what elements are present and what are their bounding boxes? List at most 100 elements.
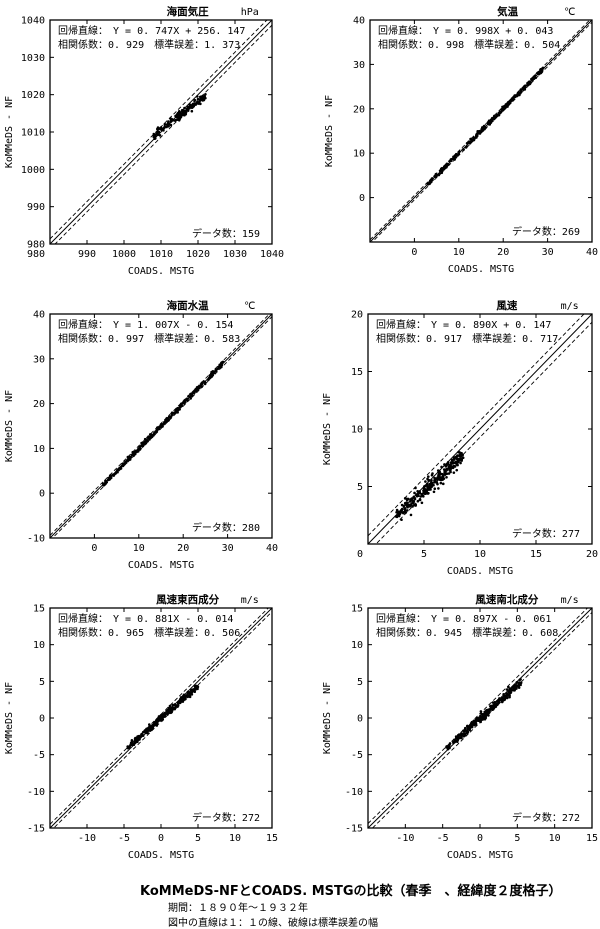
data-point (419, 495, 423, 498)
data-point (457, 152, 460, 155)
chart-panel-6: -10 -5 0 5 10 15 -15 -10 -5 0 5 10 15 風速南北成分 m/s COADS.… (322, 593, 598, 861)
data-point (439, 481, 443, 485)
x-tick-label: 20 (177, 543, 189, 554)
regression-equation: 回帰直線： Y = 0. 890X + 0. 147 (376, 318, 551, 331)
data-point (452, 464, 456, 468)
data-point (136, 735, 139, 739)
data-point (445, 475, 448, 479)
data-point (206, 378, 210, 381)
x-tick-label: 10 (474, 549, 486, 560)
data-point (189, 392, 192, 396)
data-point (186, 695, 190, 699)
y-axis-label: KoMMeDS - NF (322, 393, 333, 465)
y-axis-label: KoMMeDS - NF (4, 390, 15, 462)
y-tick-label: 20 (351, 310, 363, 321)
data-point (505, 688, 509, 691)
data-point (518, 683, 521, 686)
data-point (173, 411, 176, 415)
data-point (196, 102, 200, 105)
plot-frame (49, 313, 273, 539)
data-point (534, 76, 538, 80)
data-point (163, 122, 167, 126)
correlation-stats: 相関係数：0. 929 標準誤差：1. 373 (58, 38, 240, 51)
data-point (428, 485, 431, 489)
data-point (414, 486, 417, 490)
data-point (152, 433, 156, 436)
data-point (499, 110, 503, 114)
data-point (431, 472, 434, 475)
y-tick-label: 10 (353, 149, 365, 160)
data-point (456, 463, 459, 467)
data-point (176, 118, 179, 121)
y-tick-label: 1000 (21, 165, 45, 176)
data-point (178, 114, 182, 118)
data-point (481, 715, 484, 719)
data-point (453, 738, 456, 742)
data-point (488, 119, 492, 123)
data-point (215, 368, 218, 371)
data-point (457, 459, 460, 463)
data-point (165, 709, 168, 713)
data-point (183, 106, 186, 110)
data-point (400, 507, 404, 511)
data-point (427, 475, 430, 478)
data-point (397, 511, 400, 515)
data-point (211, 369, 215, 373)
data-point (463, 728, 467, 732)
data-point (403, 507, 407, 510)
x-tick-label: 1030 (223, 249, 247, 260)
data-point (458, 733, 461, 737)
data-point (193, 98, 197, 102)
y-tick-label: 20 (353, 104, 365, 115)
data-point (121, 464, 125, 467)
y-tick-label: -15 (345, 824, 363, 835)
data-point (424, 492, 427, 495)
data-point (182, 696, 186, 700)
data-point (156, 427, 160, 430)
y-tick-label: 30 (33, 354, 45, 365)
data-point (136, 448, 140, 452)
data-point (126, 459, 129, 462)
x-tick-label: 5 (421, 549, 427, 560)
data-point (132, 743, 136, 747)
correlation-stats: 相関係数：0. 945 標準誤差：0. 608 (376, 626, 558, 639)
y-tick-label: 20 (33, 399, 45, 410)
data-point (400, 518, 403, 522)
data-point (169, 119, 173, 122)
data-point (468, 724, 472, 727)
data-point (193, 390, 197, 393)
regression-equation: 回帰直線： Y = 0. 881X - 0. 014 (58, 612, 233, 625)
data-point (426, 183, 430, 186)
chart-panel-4: 5 10 15 20 5 10 15 20 0 風速 m/s COADS. MSTG KoMMeDS -… (322, 299, 598, 577)
data-point (442, 167, 446, 171)
data-count: データ数：280 (192, 521, 260, 534)
x-tick-label: -10 (396, 833, 414, 844)
data-point (492, 704, 495, 707)
chart-title: 海面気圧 (167, 5, 209, 18)
y-tick-label: -10 (27, 787, 45, 798)
data-point (155, 429, 159, 432)
chart-panel-3: 0 10 20 30 40 -10 0 10 20 30 40 海面水温 ℃ COADS. MSTG KoM… (4, 299, 278, 571)
data-point (459, 461, 462, 465)
y-tick-label: -15 (27, 824, 45, 835)
correlation-stats: 相関係数：0. 998 標準誤差：0. 504 (378, 38, 560, 51)
data-point (141, 730, 145, 734)
data-point (437, 471, 441, 474)
data-point (157, 127, 161, 131)
data-point (172, 703, 176, 707)
data-point (424, 484, 427, 488)
x-tick-label: 20 (586, 549, 598, 560)
y-tick-label: -5 (351, 750, 363, 761)
data-point (446, 462, 450, 465)
data-point (513, 94, 516, 97)
data-point (531, 77, 535, 81)
x-tick-label: 30 (542, 247, 554, 258)
data-point (104, 479, 107, 483)
data-point (479, 130, 483, 134)
data-point (221, 360, 224, 364)
data-point (537, 71, 540, 75)
x-tick-label: -10 (78, 833, 96, 844)
data-point (148, 438, 151, 441)
data-point (406, 505, 409, 509)
data-point (418, 498, 422, 502)
